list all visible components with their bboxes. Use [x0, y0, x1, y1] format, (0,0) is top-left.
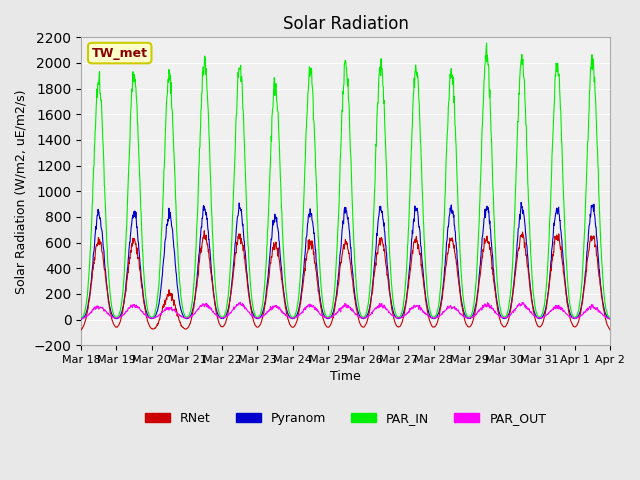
Y-axis label: Solar Radiation (W/m2, uE/m2/s): Solar Radiation (W/m2, uE/m2/s): [15, 89, 28, 294]
Title: Solar Radiation: Solar Radiation: [283, 15, 408, 33]
Text: TW_met: TW_met: [92, 47, 148, 60]
Legend: RNet, Pyranom, PAR_IN, PAR_OUT: RNet, Pyranom, PAR_IN, PAR_OUT: [140, 407, 551, 430]
X-axis label: Time: Time: [330, 371, 361, 384]
